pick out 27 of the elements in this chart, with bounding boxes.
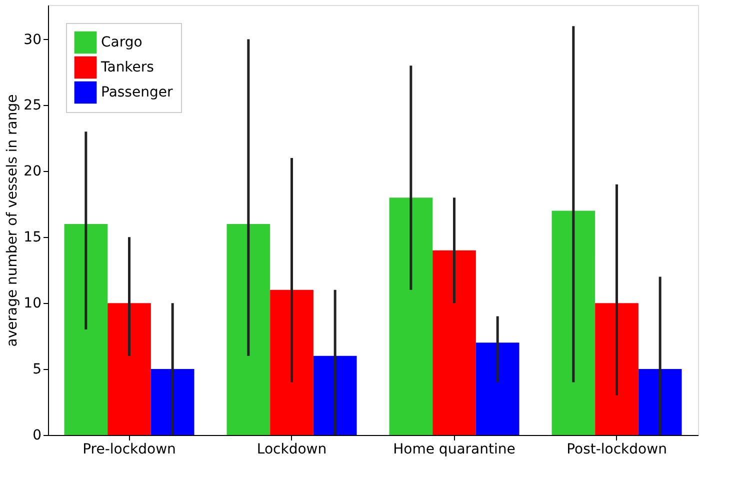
bar	[150, 369, 194, 435]
bar	[432, 250, 476, 435]
x-tick-label: Post-lockdown	[566, 442, 667, 458]
x-tick-label: Lockdown	[256, 442, 327, 458]
bar	[226, 224, 270, 435]
legend-label: Tankers	[100, 60, 154, 76]
bar	[64, 224, 108, 435]
legend-label: Passenger	[101, 84, 173, 100]
bar	[552, 210, 596, 435]
bar	[313, 356, 357, 435]
bar	[389, 198, 433, 435]
bar	[270, 290, 314, 435]
x-tick-label: Home quarantine	[393, 442, 516, 458]
y-tick-label: 30	[24, 32, 42, 48]
y-tick-label: 20	[24, 164, 42, 180]
bar	[108, 303, 151, 435]
y-tick-label: 10	[24, 296, 42, 312]
legend-label: Cargo	[101, 34, 142, 50]
y-tick-label: 5	[32, 362, 42, 378]
bar	[638, 369, 682, 435]
y-tick-label: 0	[32, 428, 42, 444]
y-tick-label: 15	[24, 230, 42, 246]
y-tick-label: 25	[24, 98, 42, 114]
bar	[595, 303, 638, 435]
y-axis-title: average number of vessels in range	[4, 94, 21, 347]
x-tick-label: Pre-lockdown	[82, 442, 176, 458]
bar	[476, 342, 520, 435]
